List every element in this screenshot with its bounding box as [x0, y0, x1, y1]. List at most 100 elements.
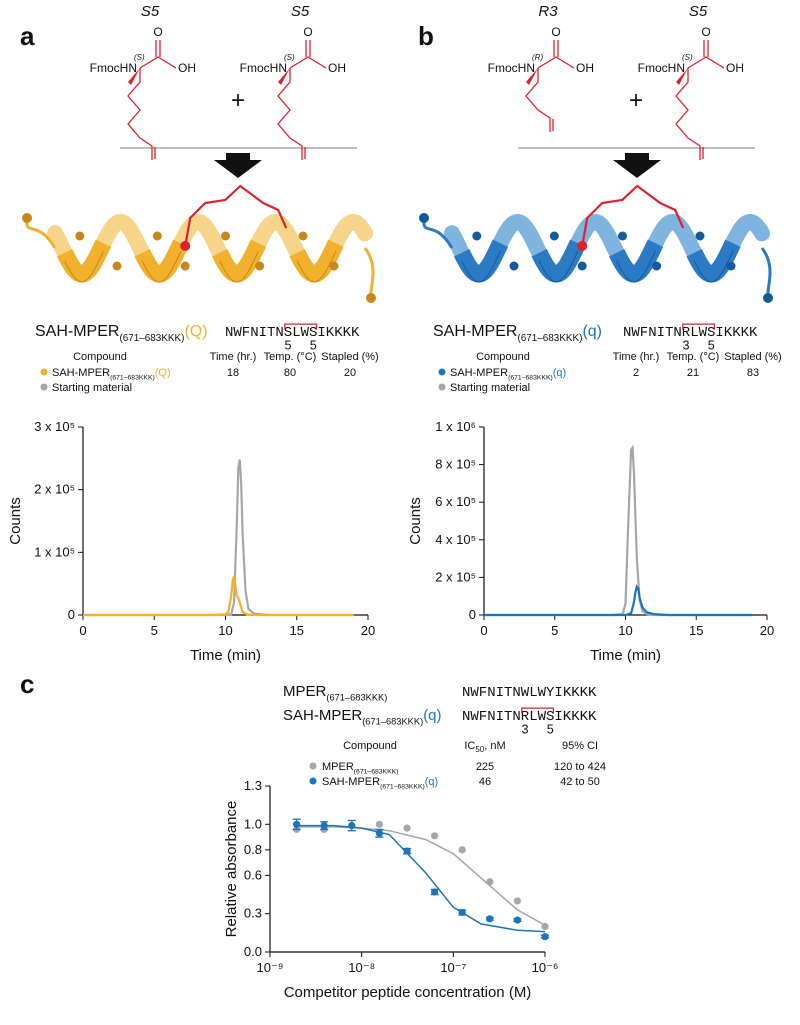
table-header: Stapled (%) [321, 351, 378, 363]
legend-dot [438, 368, 446, 376]
x-tick-label: 20 [361, 623, 375, 638]
y-tick-label: 0.0 [244, 944, 262, 959]
oxygen-label: O [551, 25, 560, 39]
staple-bracket [682, 323, 715, 330]
compound-tag: (Q) [155, 367, 171, 379]
compound-main: SAH-MPER [450, 367, 508, 379]
y-tick-label: 0 [68, 607, 75, 622]
sequence-segment: S [707, 325, 715, 341]
side-chain [127, 68, 156, 160]
bond [305, 40, 311, 57]
y-tick-label: 1.0 [244, 816, 262, 831]
table-header: Stapled (%) [724, 351, 781, 363]
y-tick-label: 6 x 10⁵ [435, 494, 476, 509]
helix-edge [461, 250, 501, 283]
data-point [292, 820, 301, 828]
compound-subscript: (671–683KKK) [326, 693, 387, 703]
helix-edge [538, 250, 579, 283]
table-header: Temp. (°C) [667, 351, 720, 363]
helix-terminus [419, 213, 429, 223]
staple-anchor [577, 241, 588, 251]
x-axis-title: Competitor peptide concentration (M) [284, 984, 532, 1001]
data-point [431, 832, 439, 840]
sequence-segment: S [309, 325, 317, 341]
staple-position: 5 [284, 338, 291, 352]
helix-terminus [22, 213, 32, 223]
x-tick-label: 10⁻⁸ [348, 960, 375, 975]
compound-subscript: (671–683KKK) [362, 717, 423, 727]
fit-curve [297, 826, 546, 926]
table-cell: 21 [687, 367, 699, 379]
alpha-carbon [549, 231, 559, 241]
x-axis-title: Time (min) [590, 647, 661, 664]
x-tick-label: 10⁻⁶ [532, 960, 559, 975]
reaction-arrow [214, 153, 262, 178]
helix-front [686, 239, 741, 283]
trace [83, 459, 354, 617]
amine-label: FmocHN [638, 61, 685, 75]
side-chain [277, 68, 306, 160]
compound-subscript: (671–683KKK) [110, 374, 155, 381]
bond [703, 40, 709, 57]
x-tick-label: 0 [480, 623, 487, 638]
staple-position: 3 [682, 338, 689, 352]
compound-subscript: (671–683KKK) [119, 333, 184, 344]
sequence-segment: NWFNITN [462, 709, 521, 725]
sequence-segment: LW [292, 325, 309, 341]
helix-edge [219, 250, 259, 283]
data-point [513, 897, 522, 905]
helix-front [57, 239, 112, 283]
plus-sign: + [231, 87, 245, 114]
compound-main: SAH-MPER [35, 323, 119, 340]
sequence-segment: IKKKK [554, 709, 597, 725]
alpha-carbon [180, 261, 190, 271]
y-tick-label: 1 x 10⁵ [34, 544, 75, 559]
monomer-name: S5 [141, 3, 160, 20]
blocked-mark: X [233, 155, 243, 171]
x-tick-label: 5 [151, 623, 158, 638]
x-tick-label: 10⁻⁹ [257, 960, 284, 975]
y-tick-label: 4 x 10⁵ [435, 532, 476, 547]
acid-label: OH [178, 61, 196, 75]
compound-name: SAH-MPER(671–683KKK)(Q) [52, 367, 171, 381]
compound-tag: (q) [582, 323, 602, 340]
alpha-carbon [221, 231, 230, 241]
table-cell: 83 [747, 367, 759, 379]
oxygen-label: O [153, 25, 162, 39]
alpha-carbon [75, 231, 85, 241]
table-header: Time (hr.) [210, 351, 257, 363]
stereo-label: (R) [532, 53, 543, 62]
amine-label: FmocHN [488, 61, 535, 75]
plus-sign: + [629, 87, 643, 114]
table-header: Compound [73, 351, 127, 363]
bond [139, 56, 177, 69]
sequence-segment: R [682, 325, 691, 341]
compound-subscript: (671–683KKK) [354, 768, 399, 775]
wedge-bond [676, 68, 688, 85]
y-axis-title: Counts [7, 497, 24, 545]
legend-dot [438, 383, 446, 391]
table-header: IC50, nM [464, 740, 505, 754]
alpha-carbon [695, 231, 705, 241]
y-axis-title: Counts [407, 497, 424, 545]
x-tick-label: 5 [551, 623, 558, 638]
table-cell: 2 [633, 367, 639, 379]
alpha-carbon [726, 261, 736, 271]
staple [581, 184, 685, 247]
x-tick-label: 15 [689, 623, 703, 638]
panel-letter: c [20, 669, 34, 699]
alpha-carbon [652, 261, 662, 271]
side-chain [675, 68, 704, 160]
sequence-segment: R [521, 709, 530, 725]
header-subscript: 50 [475, 745, 484, 754]
compound-tag: (q) [553, 367, 566, 379]
data-point [403, 824, 411, 832]
compound-name: SAH-MPER(671–683KKK)(q) [433, 323, 602, 344]
table-cell: 20 [344, 367, 356, 379]
y-tick-label: 1.3 [244, 778, 262, 793]
fit-curve [297, 824, 546, 933]
helix-tail [760, 247, 772, 299]
helix-terminus [763, 293, 773, 303]
x-tick-label: 10 [218, 623, 232, 638]
x-axis-title: Time (min) [190, 647, 261, 664]
